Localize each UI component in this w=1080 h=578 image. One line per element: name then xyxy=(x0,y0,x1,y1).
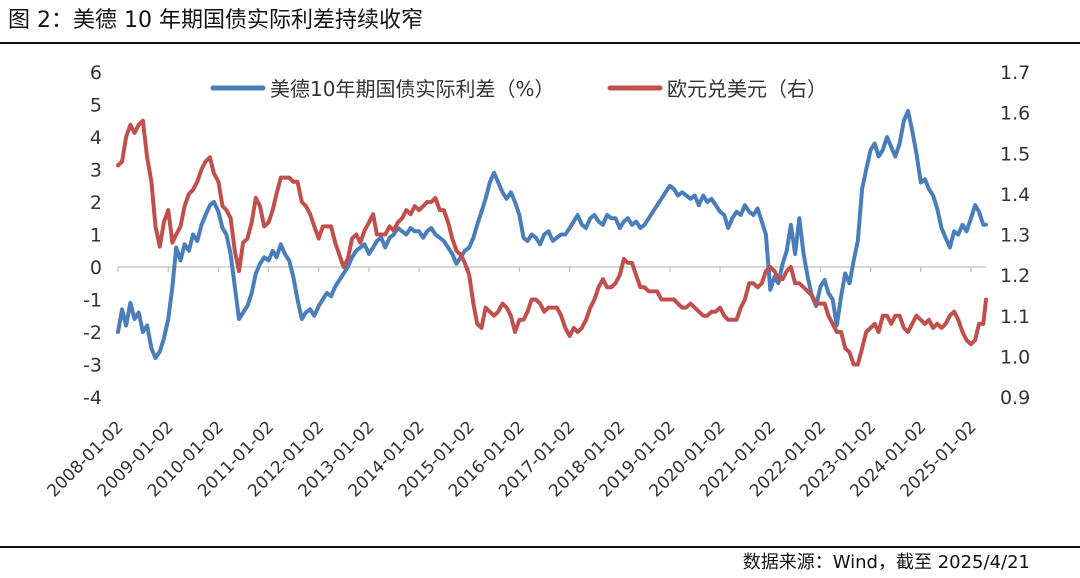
y-left-tick-label: 2 xyxy=(90,192,102,214)
y-left-tick-label: 3 xyxy=(90,160,102,182)
y-right-tick-label: 1.2 xyxy=(1000,265,1030,287)
legend-label: 欧元兑美元（右） xyxy=(667,77,827,101)
y-right-tick-label: 1.1 xyxy=(1000,306,1030,328)
series-layer xyxy=(116,109,988,367)
y-right-tick-label: 1.0 xyxy=(1000,346,1030,368)
y-left-tick-label: -2 xyxy=(83,322,102,344)
y-left-tick-label: -3 xyxy=(83,355,102,377)
y-left-tick-label: 5 xyxy=(90,95,102,117)
legend: 美德10年期国债实际利差（%） 欧元兑美元（右） xyxy=(210,77,827,101)
top-rule xyxy=(0,42,1080,44)
y-left-tick-label: 6 xyxy=(90,62,102,84)
figure-title: 图 2：美德 10 年期国债实际利差持续收窄 xyxy=(8,8,423,33)
y-left-tick-label: -4 xyxy=(83,387,102,409)
line-chart: 6 5 4 3 2 1 0 -1 -2 -3 -4 1.7 1.6 1.5 1.4 1.3 1.2 1.1 1.0… xyxy=(44,62,1031,501)
series-line-spread xyxy=(116,109,988,360)
series-line-eurusd xyxy=(116,118,988,367)
y-right-tick-label: 1.6 xyxy=(1000,103,1030,125)
left-axis: 6 5 4 3 2 1 0 -1 -2 -3 -4 xyxy=(83,62,102,409)
right-axis: 1.7 1.6 1.5 1.4 1.3 1.2 1.1 1.0 0.9 xyxy=(1000,62,1030,409)
y-right-tick-label: 1.7 xyxy=(1000,62,1030,84)
y-left-tick-label: 0 xyxy=(90,257,102,279)
y-left-tick-label: 1 xyxy=(90,225,102,247)
y-left-tick-label: 4 xyxy=(90,127,102,149)
y-left-tick-label: -1 xyxy=(83,290,102,312)
y-right-tick-label: 1.4 xyxy=(1000,184,1030,206)
legend-label: 美德10年期国债实际利差（%） xyxy=(270,77,554,101)
source-note: 数据来源：Wind，截至 2025/4/21 xyxy=(742,552,1030,573)
bottom-rule xyxy=(0,546,1080,548)
y-right-tick-label: 0.9 xyxy=(1000,387,1030,409)
y-right-tick-label: 1.5 xyxy=(1000,143,1030,165)
y-right-tick-label: 1.3 xyxy=(1000,225,1030,247)
